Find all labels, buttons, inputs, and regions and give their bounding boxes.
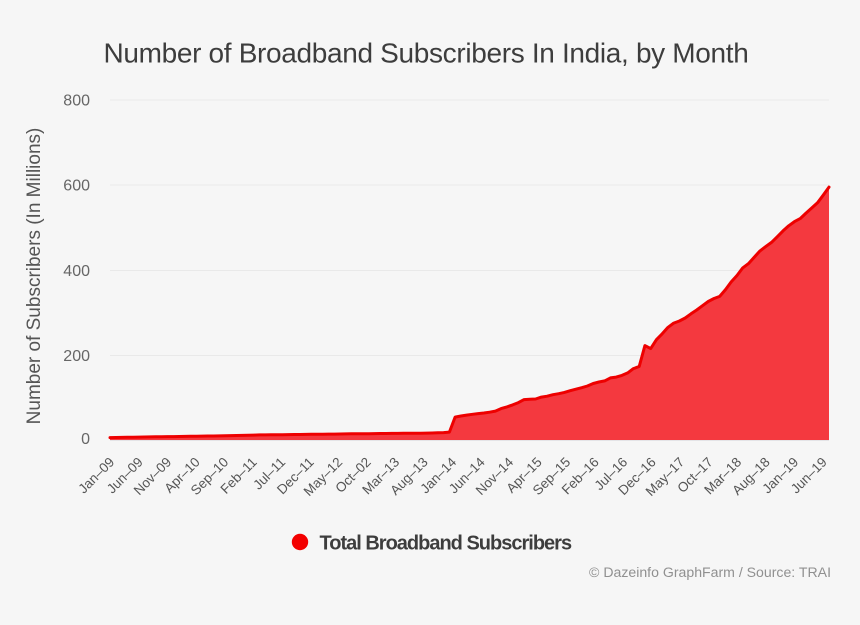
svg-text:600: 600 [63,178,90,195]
svg-text:Total Broadband Subscribers: Total Broadband Subscribers [320,533,572,555]
svg-text:Number of Subscribers (In Mill: Number of Subscribers (In Millions) [24,128,45,425]
svg-text:200: 200 [63,348,90,365]
svg-text:400: 400 [63,263,90,280]
svg-text:Number of Broadband Subscriber: Number of Broadband Subscribers In India… [104,37,749,68]
svg-text:800: 800 [63,93,90,110]
svg-text:0: 0 [81,431,90,448]
svg-text:© Dazeinfo GraphFarm / Source:: © Dazeinfo GraphFarm / Source: TRAI [589,564,831,580]
